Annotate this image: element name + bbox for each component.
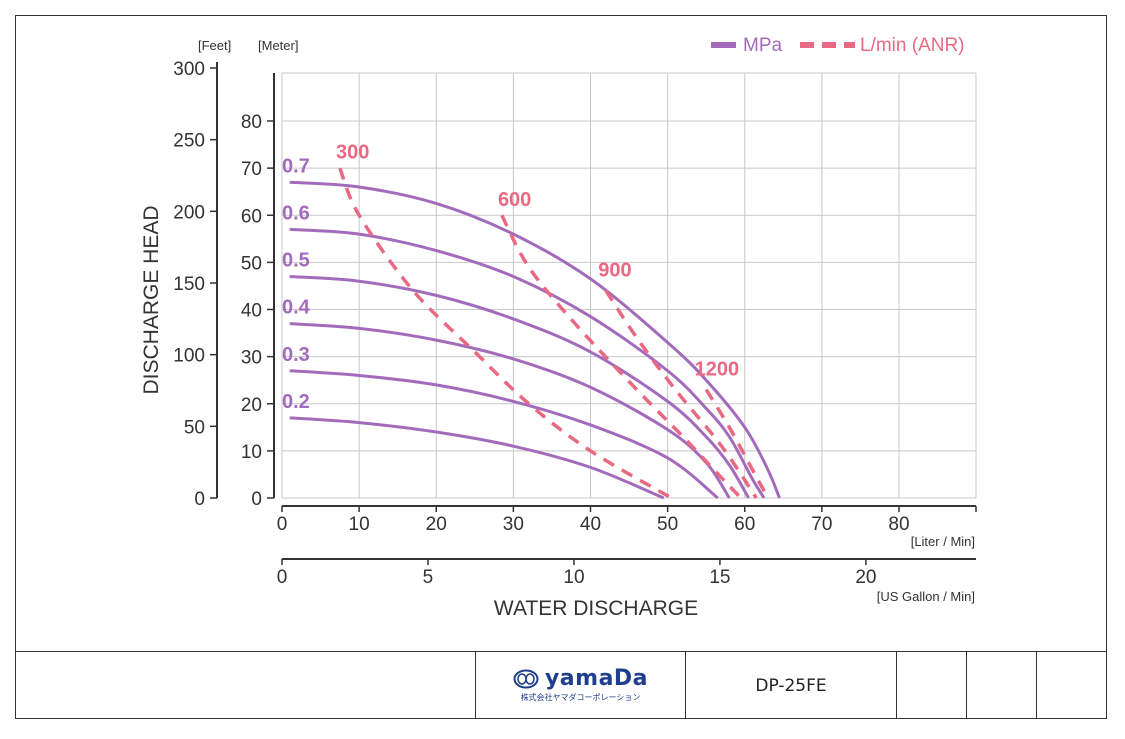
y-tick-label-meter: 60 (241, 206, 262, 227)
x-tick-label-liter: 40 (580, 514, 601, 535)
flow-line-900 (604, 289, 758, 499)
mpa-line-0-6 (289, 227, 766, 499)
x-axis-title: WATER DISCHARGE (494, 597, 698, 620)
mpa-line-0-3 (289, 369, 719, 500)
footer-table: yamaDa 株式会社ヤマダコーポレーション DP-25FE (15, 652, 1107, 719)
y-tick-label-meter: 70 (241, 159, 262, 180)
y-tick-label-meter: 10 (241, 442, 262, 463)
model-cell: DP-25FE (686, 652, 897, 719)
y-tick-label-meter: 20 (241, 395, 262, 416)
flow-line-1200 (704, 388, 770, 499)
x-unit-gallon: [US Gallon / Min] (877, 589, 975, 604)
flow-curve-label: 1200 (695, 358, 740, 380)
y-tick-label-meter: 30 (241, 348, 262, 369)
grid (281, 72, 977, 499)
y-tick-label-meter: 40 (241, 301, 262, 322)
x-tick-label-liter: 70 (811, 514, 832, 535)
x-tick-label-liter: 0 (277, 514, 288, 535)
y-tick-label-feet: 250 (173, 131, 205, 152)
y-unit-meter: [Meter] (258, 38, 298, 53)
brand-cell: yamaDa 株式会社ヤマダコーポレーション (476, 652, 686, 719)
y-tick-label-feet: 0 (194, 489, 205, 510)
model-number: DP-25FE (755, 675, 827, 696)
y-tick-label-meter: 0 (251, 489, 262, 510)
x-tick-label-gallon: 20 (855, 567, 876, 588)
x-tick-label-gallon: 0 (277, 567, 288, 588)
x-tick-label-gallon: 15 (709, 567, 730, 588)
mpa-line-0-4 (289, 322, 731, 499)
flow-curve-label: 900 (598, 260, 631, 282)
mpa-curve-label: 0.5 (282, 250, 310, 272)
footer-blank-cell-1 (897, 652, 967, 719)
x-tick-label-liter: 50 (657, 514, 678, 535)
flow-line-600 (500, 214, 743, 500)
brand-name: yamaDa (544, 666, 649, 691)
mpa-curve-label: 0.3 (282, 344, 310, 366)
flow-curve-label: 300 (336, 142, 369, 164)
mpa-line-0-5 (289, 275, 750, 499)
y-tick-label-feet: 100 (173, 346, 205, 367)
yamada-emblem-icon (513, 669, 539, 689)
series-lines (289, 167, 781, 500)
y-tick-label-feet: 50 (184, 417, 205, 438)
legend-flow-label: L/min (ANR) (860, 35, 965, 56)
mpa-curve-label: 0.6 (282, 202, 310, 224)
x-unit-liter: [Liter / Min] (911, 534, 975, 549)
mpa-curve-label: 0.2 (282, 391, 310, 413)
y-tick-label-feet: 200 (173, 202, 205, 223)
brand-subtitle: 株式会社ヤマダコーポレーション (520, 693, 641, 702)
curve-labels: 0.7 0.6 0.5 0.4 0.3 0.2 300 600 900 1200 (282, 142, 739, 413)
legend: MPa L/min (ANR) (711, 35, 965, 56)
flow-line-300 (338, 167, 673, 500)
y-tick-label-feet: 150 (173, 274, 205, 295)
x-tick-label-liter: 20 (426, 514, 447, 535)
x-tick-label-liter: 80 (888, 514, 909, 535)
y-tick-label-feet: 300 (173, 59, 205, 80)
footer-divider (15, 651, 1107, 652)
x-tick-label-liter: 10 (349, 514, 370, 535)
y-unit-feet: [Feet] (198, 38, 231, 53)
mpa-curve-label: 0.4 (282, 297, 311, 319)
footer-empty-cell (15, 652, 476, 719)
mpa-curve-label: 0.7 (282, 155, 310, 177)
mpa-line-0-2 (289, 416, 665, 500)
x-tick-label-gallon: 5 (423, 567, 434, 588)
y-tick-label-meter: 50 (241, 253, 262, 274)
x-tick-label-liter: 30 (503, 514, 524, 535)
x-tick-label-liter: 60 (734, 514, 755, 535)
flow-curve-label: 600 (498, 189, 531, 211)
y-axis-title: DISCHARGE HEAD (140, 205, 163, 394)
yamada-logo: yamaDa 株式会社ヤマダコーポレーション (513, 668, 648, 703)
x-tick-label-gallon: 10 (563, 567, 584, 588)
footer-blank-cell-3 (1037, 652, 1107, 719)
footer-blank-cell-2 (967, 652, 1037, 719)
chart-frame (15, 15, 1107, 719)
legend-mpa-label: MPa (743, 35, 783, 56)
y-tick-label-meter: 80 (241, 112, 262, 133)
